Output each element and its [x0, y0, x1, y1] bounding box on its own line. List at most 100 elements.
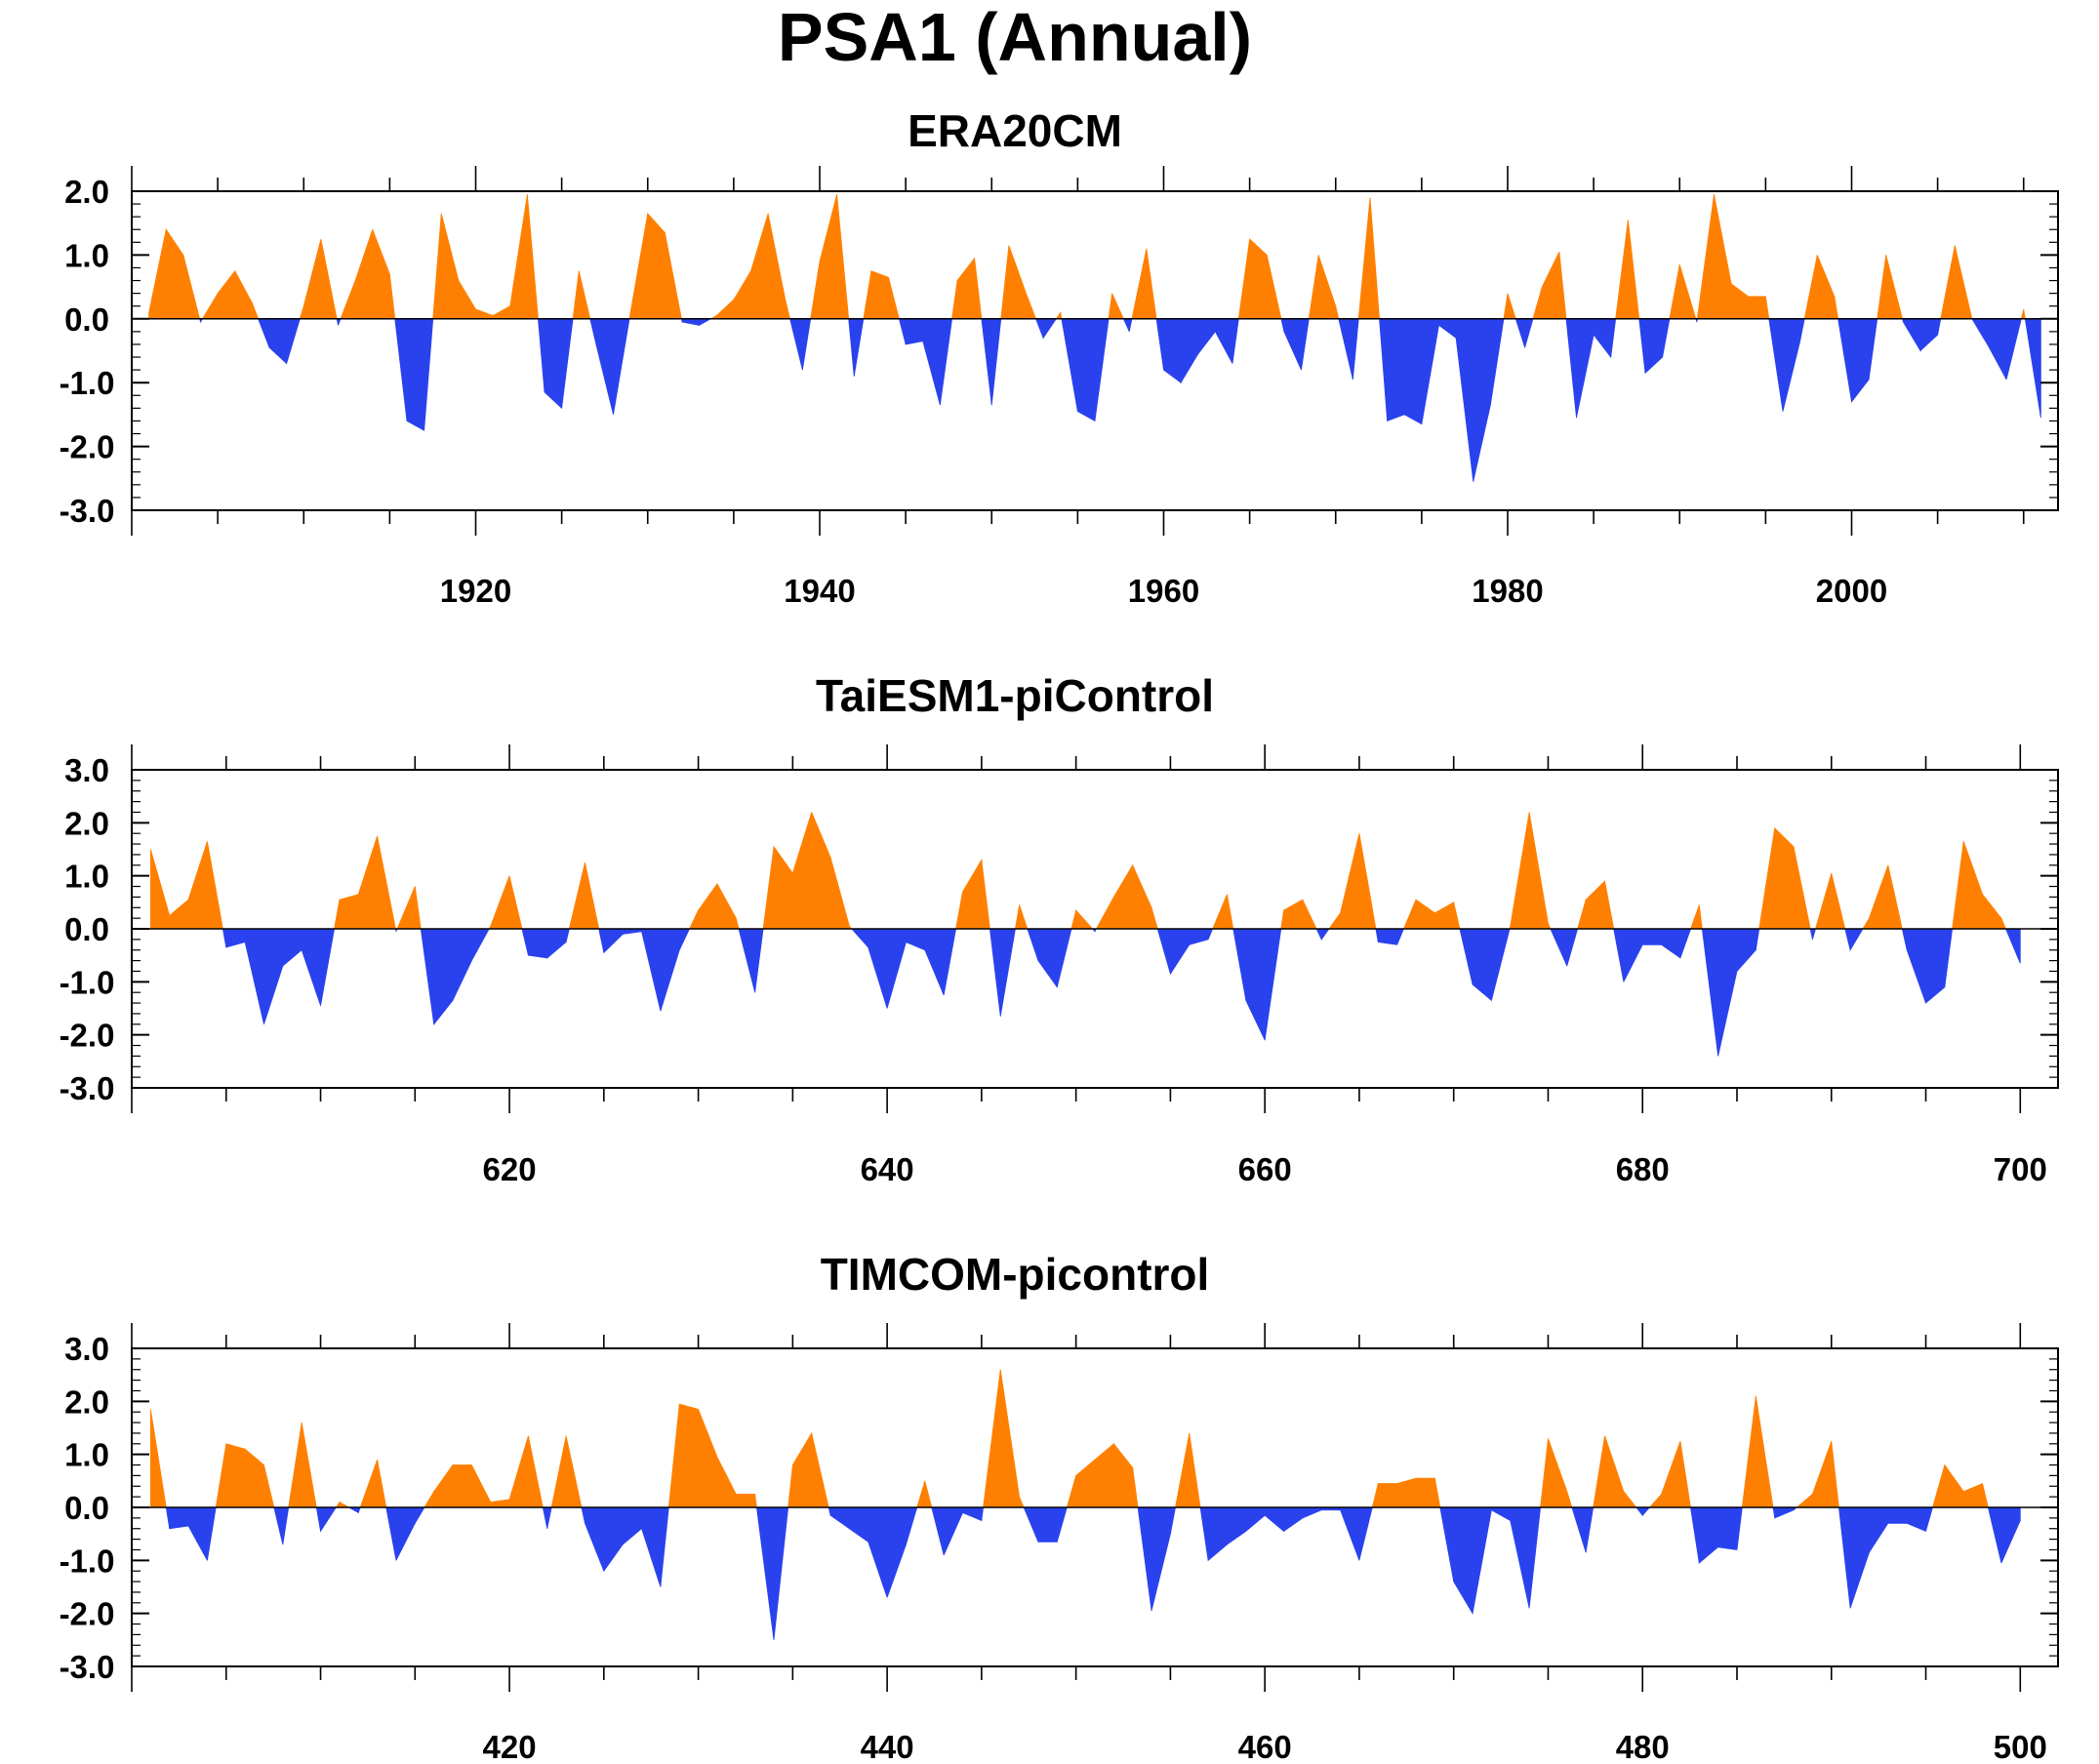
timcom-picontrol-area-segment — [1540, 1438, 1549, 1508]
era20cm-area-segment — [320, 238, 338, 320]
taiesm1-picontrol-area-segment — [1328, 911, 1341, 930]
era20cm-area-segment — [394, 318, 408, 421]
taiesm1-picontrol-xtick-label: 680 — [1616, 1151, 1670, 1187]
era20cm-area-segment — [1524, 318, 1534, 348]
timcom-picontrol-area-segment — [2000, 1506, 2021, 1564]
taiesm1-picontrol-area-segment — [1844, 928, 1851, 950]
taiesm1-picontrol-area-segment — [738, 928, 756, 993]
taiesm1-picontrol-area-segment — [1604, 881, 1615, 930]
taiesm1-picontrol-area-segment — [754, 928, 764, 993]
timcom-picontrol-area-segment — [868, 1506, 888, 1598]
timcom-picontrol-xtick-label: 440 — [861, 1729, 914, 1764]
era20cm-area-segment — [1146, 248, 1157, 320]
timcom-picontrol-area-segment — [1264, 1506, 1284, 1533]
taiesm1-picontrol-area-segment — [598, 928, 605, 953]
era20cm-area-segment — [1644, 318, 1664, 375]
taiesm1-picontrol-area-segment — [735, 918, 740, 930]
taiesm1-picontrol-area-segment — [1901, 928, 1908, 950]
timcom-picontrol-area-segment — [1207, 1506, 1228, 1562]
timcom-picontrol-area-segment — [169, 1506, 189, 1530]
taiesm1-picontrol-area-segment — [396, 886, 416, 930]
timcom-picontrol-area-segment — [886, 1506, 907, 1598]
taiesm1-picontrol-ytick-label: -1.0 — [60, 964, 115, 1000]
taiesm1-picontrol-area-segment — [989, 928, 1001, 1017]
era20cm-area-segment — [1055, 310, 1062, 320]
era20cm-area-segment — [1266, 255, 1282, 320]
era20cm-area-segment — [1180, 318, 1199, 384]
era20cm-area-segment — [1122, 318, 1130, 333]
era20cm-area-segment — [1940, 245, 1956, 320]
era20cm-area-segment — [1352, 318, 1359, 380]
era20cm-area-segment — [544, 318, 563, 410]
timcom-picontrol-area-segment — [288, 1423, 303, 1508]
taiesm1-picontrol-area-segment — [1661, 928, 1681, 959]
era20cm-area-segment — [1615, 220, 1629, 320]
taiesm1-picontrol-area-segment — [1491, 928, 1511, 1001]
era20cm-area-segment — [951, 280, 958, 320]
taiesm1-picontrol-area-segment — [716, 883, 737, 930]
timcom-picontrol-area-segment — [1302, 1506, 1322, 1519]
era20cm-area-segment — [182, 255, 201, 320]
timcom-picontrol-area-segment — [335, 1501, 341, 1508]
timcom-picontrol-area-segment — [1019, 1496, 1025, 1508]
timcom-picontrol-area-segment — [1837, 1506, 1851, 1609]
taiesm1-picontrol-area-segment — [1925, 928, 1946, 1004]
timcom-picontrol-area-segment — [735, 1494, 756, 1508]
taiesm1-picontrol-xtick-label: 700 — [1994, 1151, 2047, 1187]
timcom-picontrol-area-segment — [943, 1506, 963, 1556]
taiesm1-picontrol-area-segment — [886, 928, 907, 1009]
era20cm-area-segment — [1669, 264, 1680, 320]
taiesm1-picontrol-area-segment — [1112, 863, 1134, 930]
era20cm-area-segment — [1155, 318, 1164, 371]
timcom-picontrol-area-segment — [1037, 1506, 1058, 1543]
timcom-picontrol-area-segment — [1075, 1459, 1096, 1508]
era20cm-area-segment — [1231, 318, 1239, 364]
taiesm1-picontrol-area-segment — [1701, 928, 1719, 1057]
timcom-picontrol-area-segment — [395, 1506, 416, 1561]
timcom-picontrol-ytick-label: -3.0 — [60, 1649, 115, 1685]
era20cm-area-segment — [1678, 264, 1697, 320]
timcom-picontrol-panel: TIMCOM-picontrol 3.0 2.0 1.0 0.0 -1.0 -2.0 -3.… — [60, 1249, 2059, 1764]
timcom-picontrol-area-segment — [542, 1506, 548, 1529]
timcom-picontrol-area-segment — [1717, 1506, 1738, 1550]
taiesm1-picontrol-area-segment — [339, 894, 359, 930]
era20cm-area-segment — [338, 318, 342, 326]
taiesm1-picontrol-area-segment — [357, 835, 378, 930]
timcom-picontrol-area-segment — [263, 1464, 275, 1508]
taiesm1-picontrol-area-segment — [1320, 928, 1330, 942]
era20cm-area-segment — [715, 299, 735, 320]
era20cm-area-segment — [406, 318, 425, 431]
taiesm1-picontrol-area-segment — [508, 875, 523, 930]
timcom-picontrol-area-segment — [755, 1506, 775, 1640]
timcom-picontrol-area-segment — [1548, 1438, 1568, 1508]
timcom-picontrol-area-segment — [660, 1506, 669, 1587]
taiesm1-picontrol-area-segment — [955, 891, 963, 930]
era20cm-area-segment — [440, 213, 460, 320]
era20cm-area-segment — [733, 269, 751, 320]
era20cm-area-segment — [251, 302, 260, 320]
taiesm1-picontrol-area-segment — [1849, 928, 1864, 952]
timcom-picontrol-area-segment — [916, 1480, 926, 1508]
timcom-picontrol-area-segment — [225, 1443, 246, 1508]
timcom-picontrol-area-segment — [1585, 1506, 1594, 1553]
era20cm-area-segment — [509, 194, 528, 320]
timcom-picontrol-area-segment — [1571, 1506, 1587, 1553]
timcom-picontrol-area-segment — [1741, 1395, 1756, 1508]
timcom-picontrol-area-segment — [983, 1369, 1001, 1508]
era20cm-area-segment — [2023, 308, 2026, 320]
era20cm-area-segment — [939, 318, 953, 406]
timcom-picontrol-area-segment — [1358, 1506, 1373, 1561]
timcom-picontrol-area-segment — [282, 1506, 290, 1545]
era20cm-area-segment — [1000, 245, 1010, 320]
era20cm-area-segment — [1008, 245, 1027, 320]
era20cm-area-segment — [1094, 318, 1110, 421]
timcom-picontrol-area-segment — [1227, 1506, 1247, 1545]
taiesm1-picontrol-area-segment — [1207, 928, 1214, 941]
timcom-picontrol-area-segment — [1132, 1467, 1139, 1508]
era20cm-area-segment — [1387, 318, 1405, 422]
timcom-picontrol-area-segment — [187, 1506, 208, 1561]
era20cm-area-segment — [572, 270, 580, 320]
taiesm1-picontrol-area-segment — [1862, 916, 1870, 930]
taiesm1-picontrol-area-segment — [1189, 928, 1209, 945]
taiesm1-picontrol-area-segment — [762, 846, 775, 930]
